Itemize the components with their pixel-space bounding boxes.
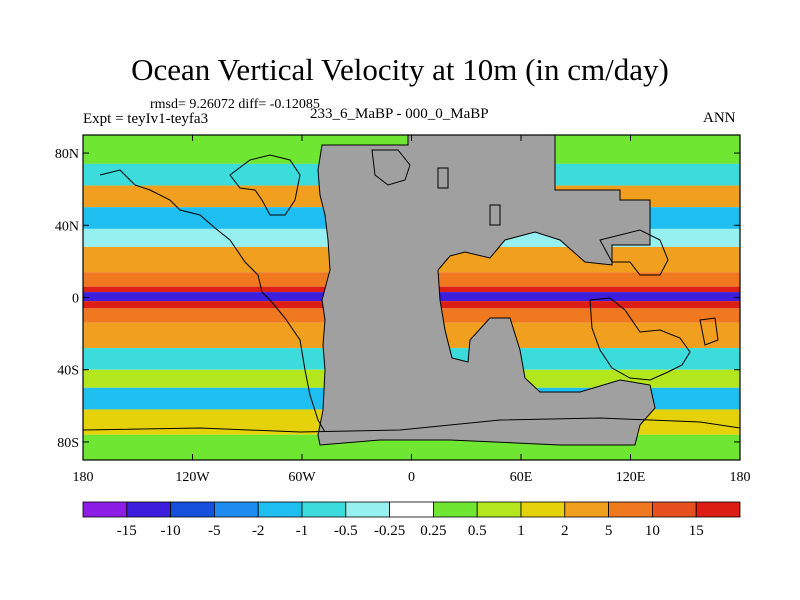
colorbar-label: -15 — [117, 523, 137, 539]
colorbar-label: -0.25 — [374, 523, 405, 539]
colorbar-swatch — [301, 501, 347, 518]
colorbar-swatch — [170, 501, 215, 518]
colorbar-label: -0.5 — [334, 523, 358, 539]
y-tick-label: 40N — [55, 219, 79, 234]
land-mask — [317, 135, 656, 446]
y-tick-label: 80N — [55, 147, 79, 162]
coastlines — [83, 149, 740, 433]
colorbar-label: -1 — [296, 523, 309, 539]
map-layer — [83, 135, 740, 460]
y-tick-label: 0 — [72, 292, 79, 307]
colorbar-swatch — [345, 501, 390, 518]
colorbar-label: 10 — [645, 523, 660, 539]
x-axis: 180 120W 60W 0 60E 120E 180 — [73, 135, 751, 485]
x-tick-label: 60E — [510, 470, 533, 485]
colorbar-swatch — [520, 501, 566, 518]
colorbar-swatch — [389, 501, 434, 518]
colorbar-label: 15 — [689, 523, 704, 539]
x-tick-label: 0 — [408, 470, 415, 485]
colorbar-label: 0.25 — [420, 523, 446, 539]
colorbar-swatch — [257, 501, 303, 518]
stats-text: rmsd= 9.26072 diff= -0.12085 — [150, 97, 320, 112]
colorbar-swatch — [213, 501, 259, 518]
y-tick-label: 40S — [57, 364, 79, 379]
colorbar-label: -2 — [252, 523, 265, 539]
colorbar-label: 1 — [517, 523, 525, 539]
x-tick-label: 180 — [73, 470, 94, 485]
colorbar-label: -5 — [208, 523, 221, 539]
y-tick-label: 80S — [57, 436, 79, 451]
colorbar-swatch — [695, 501, 741, 518]
colorbar-label: 0.5 — [468, 523, 487, 539]
season-label: ANN — [703, 110, 736, 126]
comparison-label: 233_6_MaBP - 000_0_MaBP — [310, 106, 489, 122]
colorbar-swatch — [608, 501, 653, 518]
colorbar-swatch — [432, 501, 478, 518]
y-axis: 80N 40N 0 40S 80S — [55, 147, 740, 451]
chart-title: Ocean Vertical Velocity at 10m (in cm/da… — [131, 52, 669, 87]
colorbar-label: -10 — [161, 523, 181, 539]
x-tick-label: 120E — [616, 470, 646, 485]
colorbar-label: 5 — [605, 523, 613, 539]
colorbar-swatch — [652, 501, 697, 518]
colorbar-label: 2 — [561, 523, 569, 539]
x-tick-label: 180 — [730, 470, 751, 485]
experiment-label: Expt = teyIv1-teyfa3 — [83, 111, 209, 127]
x-tick-label: 120W — [175, 470, 210, 485]
colorbar-swatch — [476, 501, 522, 518]
land-americas-africa-eurasia — [317, 135, 656, 446]
colorbar-swatch — [126, 501, 172, 518]
colorbar-swatch — [82, 501, 128, 518]
colorbar: -15 -10 -5 -2 -1 -0.5 -0.25 0.25 0.5 1 2 5 10 15 — [82, 501, 741, 539]
x-tick-label: 60W — [288, 470, 316, 485]
colorbar-swatch — [564, 501, 609, 518]
